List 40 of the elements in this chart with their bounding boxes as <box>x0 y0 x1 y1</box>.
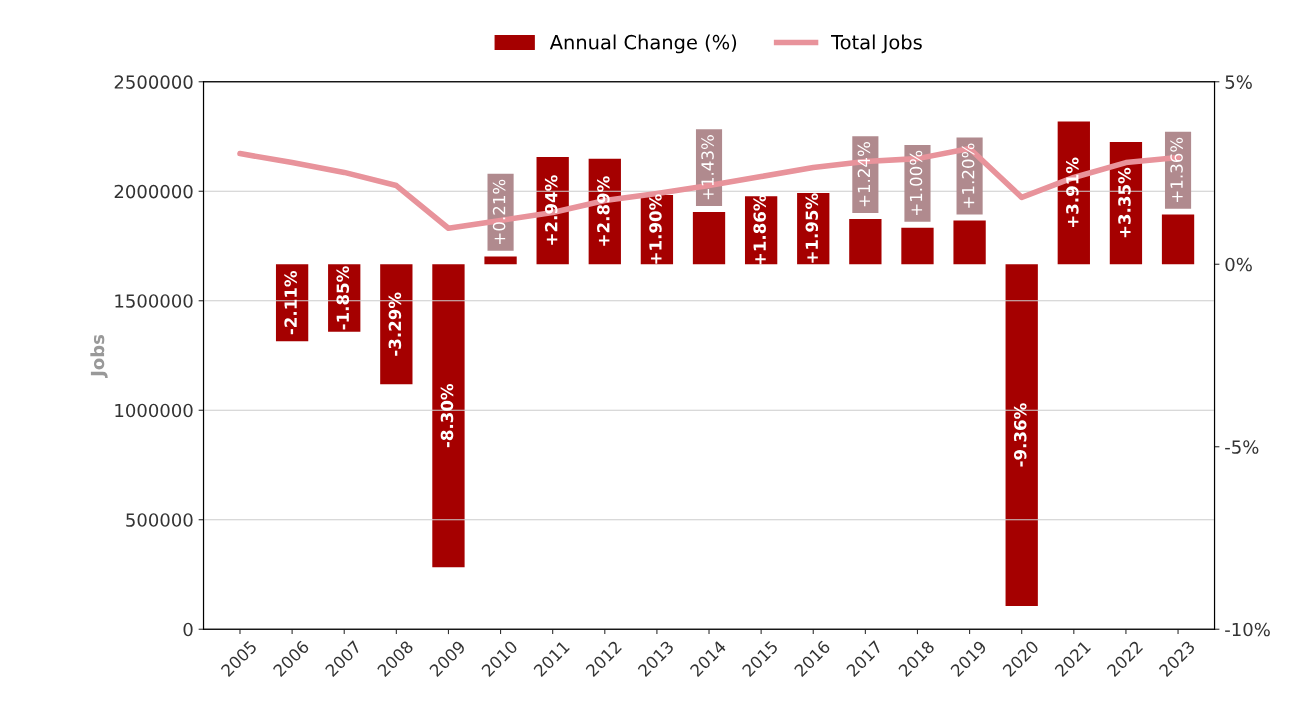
y-tick-label: 2500000 <box>114 75 193 89</box>
data-label: +1.36% <box>1170 137 1183 202</box>
data-label: +3.91% <box>1066 157 1079 228</box>
y2-tick-label: -5% <box>1225 440 1259 454</box>
y2-tick-label: -10% <box>1225 622 1270 637</box>
data-label: +2.94% <box>544 175 558 245</box>
data-label: -3.29% <box>388 292 402 356</box>
bar <box>1161 214 1195 265</box>
bar <box>692 212 726 265</box>
y-tick-label: 500000 <box>126 513 193 527</box>
data-label: -2.11% <box>284 270 297 335</box>
legend-label: Annual Change (%) <box>549 34 737 54</box>
legend-label: Total Jobs <box>831 34 922 54</box>
bar <box>849 219 882 265</box>
bar <box>432 264 465 568</box>
y-tick-label: 1000000 <box>115 403 193 418</box>
y2-tick-label: 5% <box>1225 75 1252 89</box>
data-label: +1.95% <box>805 193 819 263</box>
y-tick-label: 1500000 <box>115 294 193 308</box>
bar <box>1005 264 1038 606</box>
y-tick-label: 0 <box>183 622 193 637</box>
bar <box>380 264 413 385</box>
data-label: +3.35% <box>1118 167 1131 238</box>
data-label: +1.20% <box>961 143 975 208</box>
data-label: +1.86% <box>753 194 766 265</box>
y-tick-label: 2000000 <box>114 184 193 199</box>
data-label: +0.21% <box>492 179 506 244</box>
data-label: +1.90% <box>649 194 662 264</box>
data-label: +1.24% <box>857 142 871 207</box>
data-label: +2.89% <box>597 176 610 246</box>
data-label: +1.43% <box>701 135 714 200</box>
bar <box>901 227 934 265</box>
bar <box>484 256 517 265</box>
bar <box>953 220 986 265</box>
data-label: -1.85% <box>336 266 350 330</box>
y-axis-title: Jobs <box>90 334 108 378</box>
y2-tick-label: 0% <box>1225 257 1252 272</box>
data-label: +1.00% <box>909 150 923 216</box>
data-label: -9.36% <box>1013 403 1027 467</box>
data-label: -8.30% <box>440 383 454 448</box>
